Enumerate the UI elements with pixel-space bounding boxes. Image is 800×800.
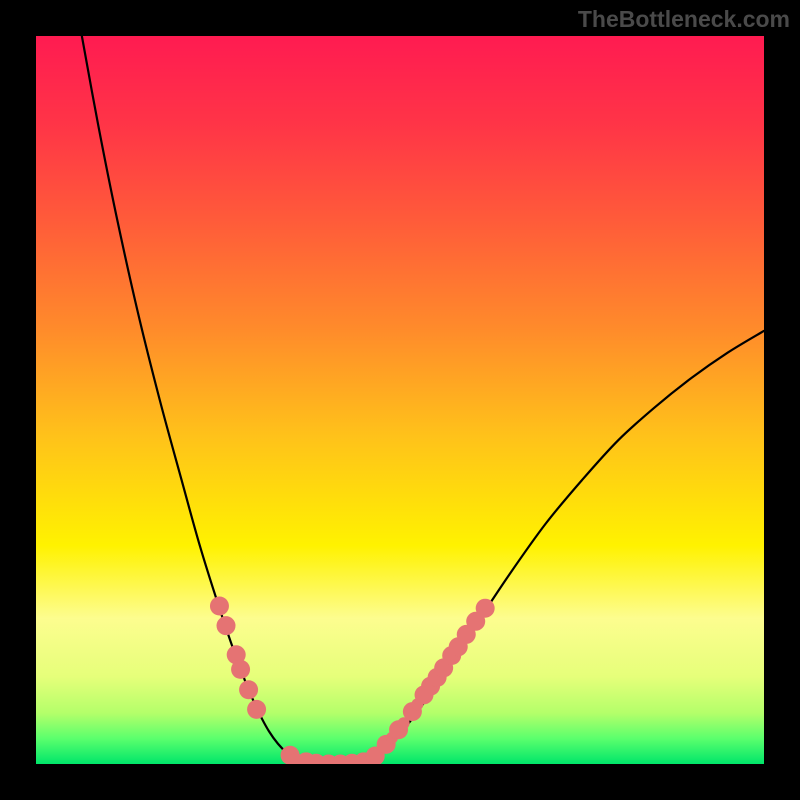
chart-stage: TheBottleneck.com [0,0,800,800]
data-marker [247,700,266,719]
chart-svg [0,0,800,800]
data-marker [231,660,250,679]
data-marker [476,599,495,618]
data-marker [239,680,258,699]
data-marker [217,616,236,635]
plot-gradient-background [36,36,764,764]
watermark-label: TheBottleneck.com [578,6,790,33]
data-marker [210,597,229,616]
